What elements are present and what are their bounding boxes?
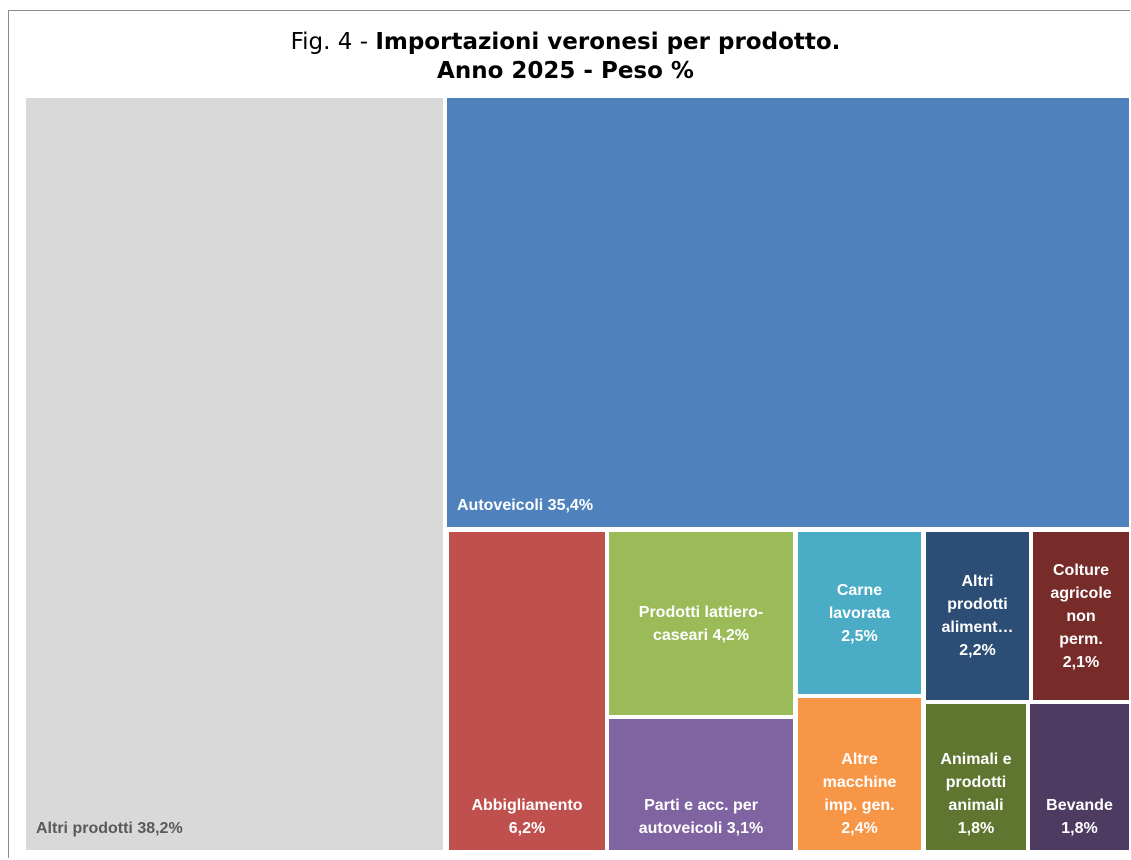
tile-label: agricole: [1050, 584, 1112, 602]
tile-label: Altri: [961, 573, 994, 590]
tile-label: autoveicoli 3,1%: [638, 820, 764, 837]
title-bold: Importazioni veronesi per prodotto.: [375, 29, 841, 55]
treemap-tile-10: Bevande 1,8%: [1030, 704, 1129, 850]
tile-label: imp. gen.: [824, 797, 895, 814]
treemap-tile-0: Altri prodotti 38,2%: [26, 98, 443, 850]
tile-label: macchine: [822, 774, 897, 791]
tile-label: animali: [948, 797, 1004, 814]
tile-label: 1,8%: [1061, 820, 1098, 837]
tile-label: Altre: [841, 751, 878, 768]
tile-label: 2,4%: [841, 820, 878, 837]
tile-label: prodotti: [947, 596, 1008, 613]
tile-label: non: [1066, 607, 1096, 625]
tile-label: Autoveicoli 35,4%: [457, 497, 594, 514]
chart-frame: [8, 10, 1130, 858]
treemap-tile-2: Abbigliamento 6,2%: [449, 532, 605, 850]
tile-label: 2,1%: [1062, 653, 1100, 671]
tile-label: 2,5%: [841, 627, 878, 645]
treemap-tile-3: Prodotti lattiero-caseari 4,2%: [609, 532, 793, 715]
tile-label: perm.: [1059, 630, 1103, 648]
treemap-tile-7: Altri prodotti aliment… 2,2%: [926, 532, 1029, 700]
treemap-tile-6: Altre macchine imp. gen. 2,4%: [798, 698, 921, 850]
tile-label: caseari 4,2%: [652, 626, 750, 644]
tile-label: 1,8%: [957, 820, 995, 837]
tile-label: Bevande: [1046, 797, 1113, 814]
tile-label: Abbigliamento: [471, 797, 583, 814]
title-prefix: Fig. 4 -: [290, 29, 376, 55]
tile-label: Animali e: [940, 751, 1012, 768]
treemap-tile-1: Autoveicoli 35,4%: [447, 98, 1129, 527]
chart-subtitle: Anno 2025 - Peso %: [437, 58, 694, 84]
treemap-tile-8: Colture agricole non perm. 2,1%: [1033, 532, 1129, 700]
tile-label: prodotti: [945, 774, 1007, 791]
tile-label: Carne: [836, 581, 883, 599]
treemap-tile-5: Carne lavorata 2,5%: [798, 532, 921, 694]
tile-label: 6,2%: [508, 820, 546, 837]
tile-label: Parti e acc. per: [644, 797, 758, 814]
tile-label: Colture: [1053, 561, 1109, 579]
tile-label: Altri prodotti 38,2%: [36, 820, 183, 837]
tile-label: aliment…: [941, 619, 1014, 636]
treemap-tile-9: Animali e prodotti animali 1,8%: [926, 704, 1026, 850]
treemap-tile-4: Parti e acc. per autoveicoli 3,1%: [609, 719, 793, 850]
chart-title: Fig. 4 - Importazioni veronesi per prodo…: [0, 28, 1131, 86]
tile-label: Prodotti lattiero-: [638, 603, 764, 621]
tile-label: 2,2%: [959, 642, 996, 659]
tile-label: lavorata: [828, 604, 891, 622]
